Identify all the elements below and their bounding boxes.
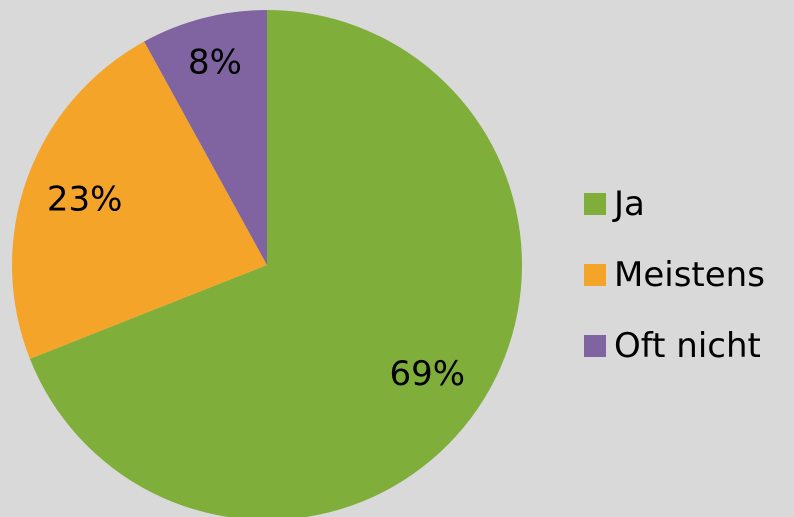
pie-slice-ja (29, 10, 522, 517)
legend-item-meistens: Meistens (584, 239, 790, 310)
legend-item-ja: Ja (584, 168, 790, 239)
legend-item-oft-nicht: Oft nicht (584, 310, 790, 381)
data-label-oft-nicht: 8% (188, 42, 242, 82)
data-label-meistens: 23% (47, 179, 123, 219)
legend: Ja Meistens Oft nicht (584, 168, 790, 381)
pie-slice-oft-nicht (144, 10, 267, 265)
legend-swatch-meistens (584, 263, 606, 286)
legend-label-oft-nicht: Oft nicht (614, 325, 761, 366)
legend-swatch-ja (584, 192, 606, 215)
pie-slices (12, 10, 522, 517)
pie-data-labels: 69% 23% 8% (47, 42, 465, 393)
pie-slice-meistens (12, 41, 268, 359)
legend-label-meistens: Meistens (614, 254, 765, 295)
legend-label-ja: Ja (614, 183, 645, 224)
data-label-ja: 69% (389, 354, 465, 394)
legend-swatch-oft-nicht (584, 334, 606, 357)
